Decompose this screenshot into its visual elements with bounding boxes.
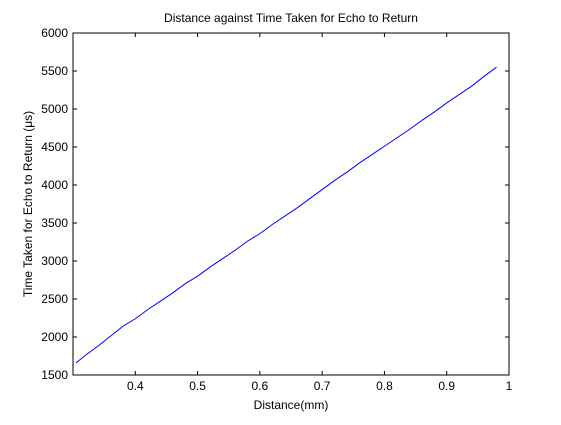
x-axis-label: Distance(mm) bbox=[254, 398, 329, 412]
x-tick-label: 0.9 bbox=[438, 379, 455, 393]
x-tick-label: 0.6 bbox=[252, 379, 269, 393]
x-tick-group: 0.4 0.5 0.6 0.7 0.8 0.9 1 bbox=[127, 33, 513, 393]
x-tick-label: 0.5 bbox=[189, 379, 206, 393]
y-tick-label: 6000 bbox=[41, 26, 68, 40]
y-tick-label: 1500 bbox=[41, 368, 68, 382]
plot-frame bbox=[72, 32, 510, 376]
y-tick-label: 4000 bbox=[41, 178, 68, 192]
y-tick-label: 4500 bbox=[41, 140, 68, 154]
x-tick-label: 1 bbox=[506, 379, 513, 393]
y-tick-label: 2500 bbox=[41, 292, 68, 306]
x-tick-label: 0.8 bbox=[376, 379, 393, 393]
y-tick-label: 5000 bbox=[41, 102, 68, 116]
x-tick-label: 0.7 bbox=[314, 379, 331, 393]
y-tick-label: 5500 bbox=[41, 64, 68, 78]
series-line-0 bbox=[75, 66, 497, 364]
chart-title: Distance against Time Taken for Echo to … bbox=[164, 11, 418, 25]
y-tick-group: 1500 2000 2500 3000 3500 4000 4500 5000 5500 6000 bbox=[41, 26, 509, 382]
y-tick-label: 3000 bbox=[41, 254, 68, 268]
y-axis-label: Time Taken for Echo to Return (μs) bbox=[21, 111, 35, 297]
y-tick-label: 3500 bbox=[41, 216, 68, 230]
series-group bbox=[75, 66, 497, 364]
y-tick-label: 2000 bbox=[41, 330, 68, 344]
x-tick-label: 0.4 bbox=[127, 379, 144, 393]
